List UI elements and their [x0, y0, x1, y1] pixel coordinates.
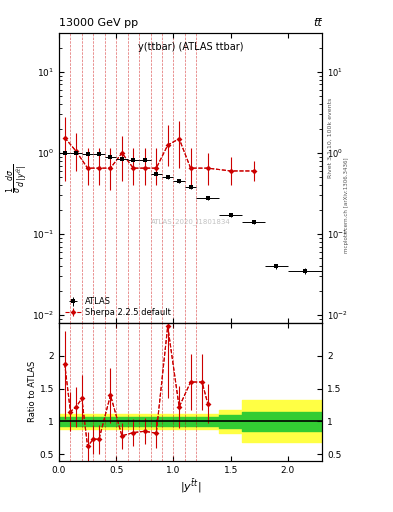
Y-axis label: Ratio to ATLAS: Ratio to ATLAS [28, 361, 37, 422]
Text: y(ttbar) (ATLAS ttbar): y(ttbar) (ATLAS ttbar) [138, 42, 243, 52]
Legend: ATLAS, Sherpa 2.2.5 default: ATLAS, Sherpa 2.2.5 default [63, 296, 172, 319]
Text: Rivet 3.1.10, 100k events: Rivet 3.1.10, 100k events [328, 98, 333, 178]
Text: mcplots.cern.ch [arXiv:1306.3436]: mcplots.cern.ch [arXiv:1306.3436] [344, 157, 349, 252]
Y-axis label: $\frac{1}{\sigma}\frac{d\sigma}{d\,|y^{t\bar{t}}|}$: $\frac{1}{\sigma}\frac{d\sigma}{d\,|y^{t… [5, 163, 30, 193]
Text: ATLAS_2020_I1801834: ATLAS_2020_I1801834 [151, 218, 230, 225]
Text: tt̅: tt̅ [314, 18, 322, 28]
Text: 13000 GeV pp: 13000 GeV pp [59, 18, 138, 28]
X-axis label: $|y^{\bar{t}t}|$: $|y^{\bar{t}t}|$ [180, 477, 201, 495]
